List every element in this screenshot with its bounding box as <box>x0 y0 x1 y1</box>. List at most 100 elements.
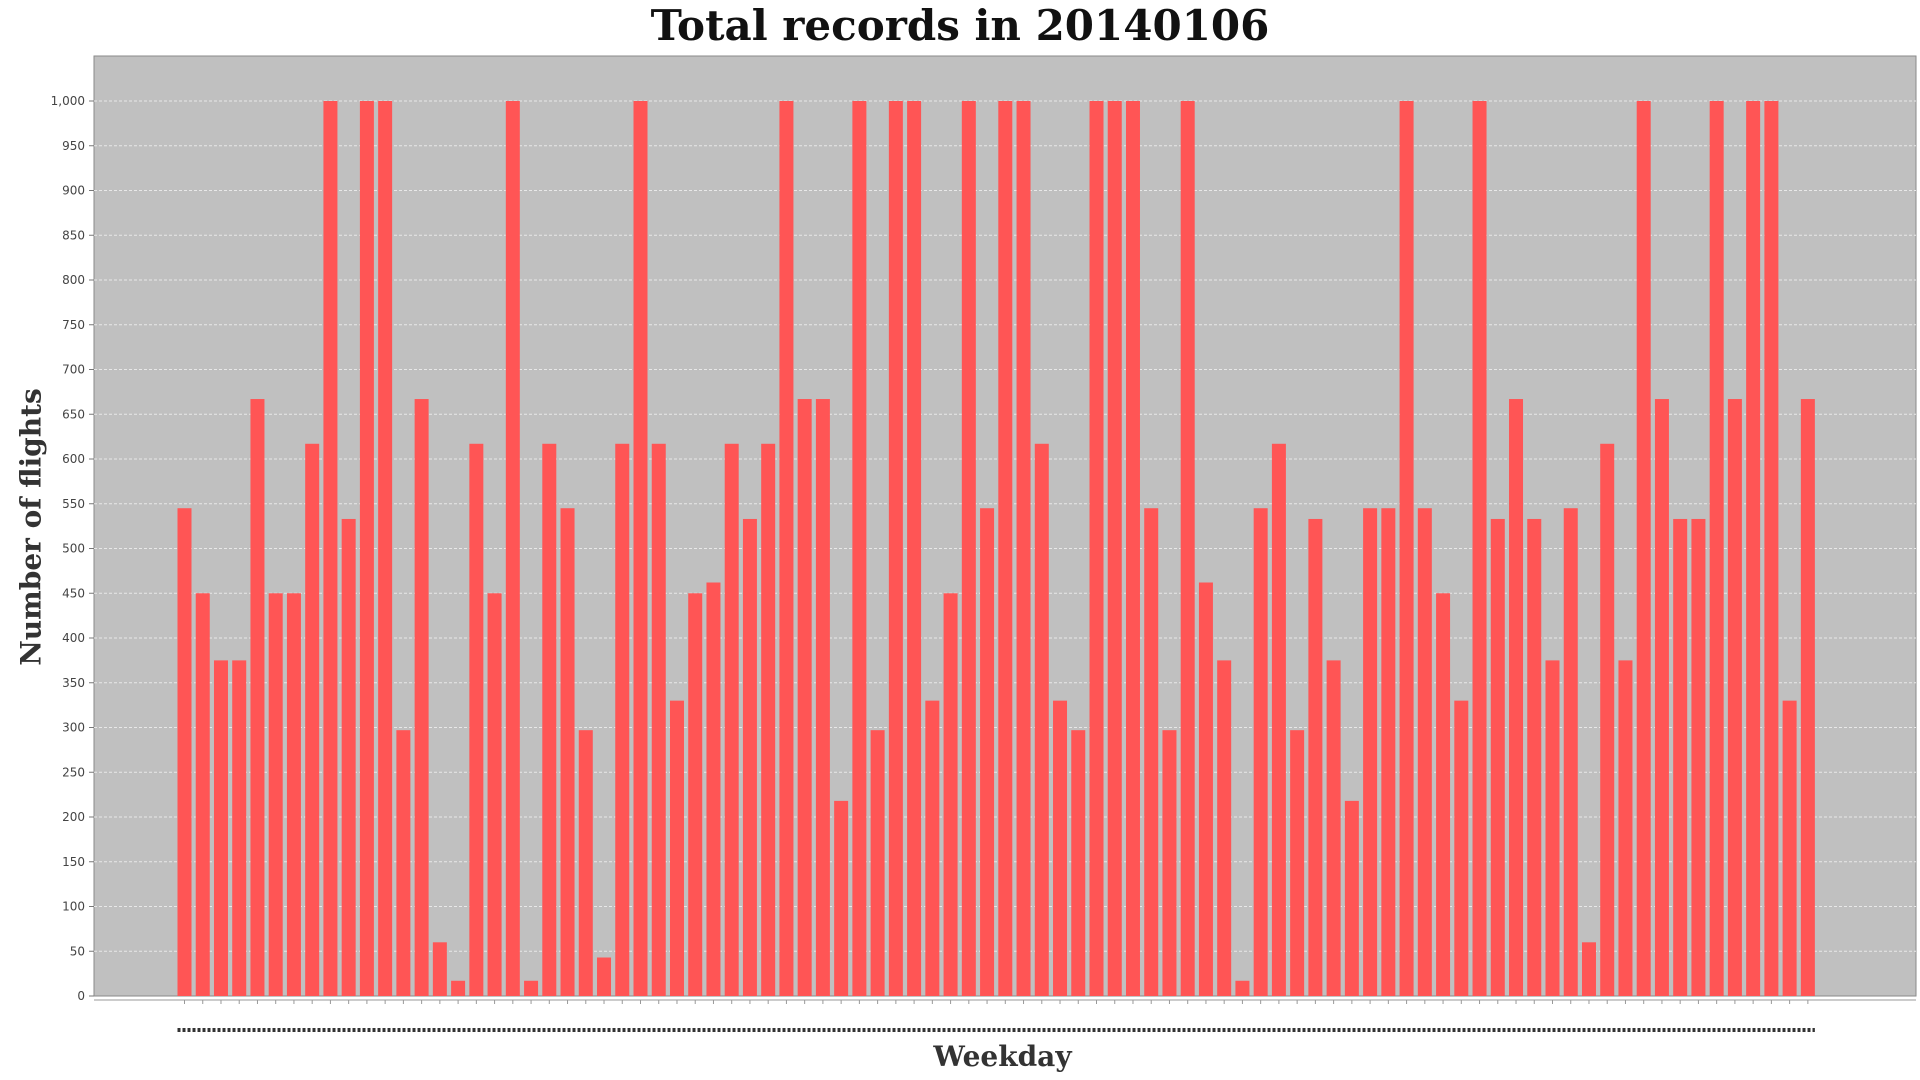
bar <box>542 443 557 996</box>
bar <box>1527 518 1542 996</box>
bar <box>907 101 922 996</box>
y-tick-label: 600 <box>62 452 85 466</box>
bar <box>1271 443 1286 996</box>
bar <box>1326 660 1341 997</box>
bar <box>1180 101 1195 996</box>
y-tick-label: 300 <box>62 721 85 735</box>
bar <box>706 582 721 996</box>
bar <box>834 800 849 996</box>
bar <box>232 660 247 997</box>
bar <box>1107 101 1122 996</box>
bar <box>323 101 338 996</box>
bar <box>815 399 830 996</box>
y-tick-label: 1,000 <box>51 94 85 108</box>
y-tick-label: 800 <box>62 273 85 287</box>
bar <box>1764 101 1779 996</box>
y-tick-label: 400 <box>62 631 85 645</box>
bar <box>1089 101 1104 996</box>
bar <box>797 399 812 996</box>
bar <box>870 730 885 996</box>
y-tick-label: 0 <box>77 989 85 1003</box>
bar <box>1381 508 1396 996</box>
y-tick-label: 250 <box>62 765 85 779</box>
bar <box>1162 730 1177 996</box>
bar <box>578 730 593 996</box>
bar <box>925 700 940 996</box>
bar <box>998 101 1013 996</box>
bar <box>1125 101 1140 996</box>
bar <box>432 942 447 996</box>
bar <box>1034 443 1049 996</box>
bar <box>761 443 776 996</box>
bar <box>1654 399 1669 996</box>
y-tick-label: 450 <box>62 586 85 600</box>
bar <box>633 101 648 996</box>
bar <box>268 593 283 996</box>
bar <box>305 443 320 996</box>
bar <box>943 593 958 996</box>
bar <box>414 399 429 996</box>
bar <box>1581 942 1596 996</box>
y-tick-label: 500 <box>62 542 85 556</box>
y-tick-label: 950 <box>62 139 85 153</box>
bar <box>1344 800 1359 996</box>
bar <box>651 443 666 996</box>
bar <box>1071 730 1086 996</box>
bar <box>177 508 192 996</box>
bar <box>359 101 374 996</box>
bar <box>1509 399 1524 996</box>
bar <box>1053 700 1068 996</box>
bar <box>195 593 210 996</box>
bar <box>852 101 867 996</box>
bar <box>1563 508 1578 996</box>
bar <box>1198 582 1213 996</box>
bar <box>1454 700 1469 996</box>
bar <box>1709 101 1724 996</box>
bar <box>286 593 301 996</box>
bar <box>1691 518 1706 996</box>
bar <box>961 101 976 996</box>
bar <box>1308 518 1323 996</box>
y-tick-label: 650 <box>62 407 85 421</box>
chart-title: Total records in 20140106 <box>650 1 1270 50</box>
bar <box>1490 518 1505 996</box>
bar <box>1363 508 1378 996</box>
y-tick-label: 200 <box>62 810 85 824</box>
bar <box>1253 508 1268 996</box>
bar <box>341 518 356 996</box>
bar <box>1636 101 1651 996</box>
y-tick-label: 100 <box>62 900 85 914</box>
bar <box>1290 730 1305 996</box>
bar <box>1782 700 1797 996</box>
bar <box>597 957 612 996</box>
bar <box>1472 101 1487 996</box>
bar <box>487 593 502 996</box>
bar <box>1600 443 1615 996</box>
bar <box>1800 399 1815 996</box>
x-axis-label: Weekday <box>933 1040 1072 1073</box>
bar <box>888 101 903 996</box>
y-tick-label: 350 <box>62 676 85 690</box>
bar <box>1399 101 1414 996</box>
y-tick-label: 900 <box>62 184 85 198</box>
bar <box>451 980 466 996</box>
y-tick-label: 50 <box>70 944 85 958</box>
bar <box>742 518 757 996</box>
bars <box>177 101 1815 997</box>
bar <box>396 730 411 996</box>
bar <box>1144 508 1159 996</box>
bar <box>980 508 995 996</box>
bar <box>1746 101 1761 996</box>
bar <box>378 101 393 996</box>
bar <box>213 660 228 997</box>
y-axis-ticks: 0 50 100 150 200 250 300 350 400 450 500 550 600 650 7… <box>51 94 94 1003</box>
bar <box>1673 518 1688 996</box>
y-tick-label: 700 <box>62 363 85 377</box>
bar <box>1545 660 1560 997</box>
bar <box>1417 508 1432 996</box>
bar <box>1436 593 1451 996</box>
bar <box>505 101 520 996</box>
bar <box>560 508 575 996</box>
y-tick-label: 550 <box>62 497 85 511</box>
